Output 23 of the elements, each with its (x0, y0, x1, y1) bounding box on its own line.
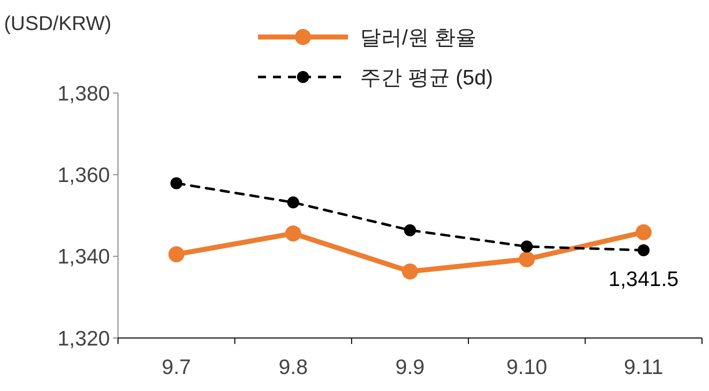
legend-label: 달러/원 환율 (360, 26, 477, 50)
y-tick-label: 1,360 (57, 164, 110, 188)
x-tick-label: 9.9 (395, 356, 425, 379)
y-axis-title: (USD/KRW) (4, 13, 112, 35)
x-tick-label: 9.8 (278, 356, 308, 379)
point (520, 240, 533, 253)
legend-label: 주간 평균 (5d) (360, 66, 494, 90)
x-tick-label: 9.10 (506, 356, 548, 379)
x-tick-label: 9.11 (624, 356, 664, 379)
point (285, 225, 302, 242)
point (402, 263, 418, 280)
point (404, 224, 416, 236)
point (638, 244, 650, 256)
x-tick-label: 9.7 (162, 356, 191, 379)
y-tick-label: 1,380 (57, 82, 110, 106)
point (636, 224, 652, 240)
point (518, 251, 535, 268)
point (170, 177, 182, 190)
annotation: 1,341.5 (608, 268, 679, 292)
point (287, 196, 300, 208)
y-tick-label: 1,320 (57, 327, 110, 350)
y-tick-label: 1,340 (57, 246, 110, 269)
point (168, 246, 184, 262)
